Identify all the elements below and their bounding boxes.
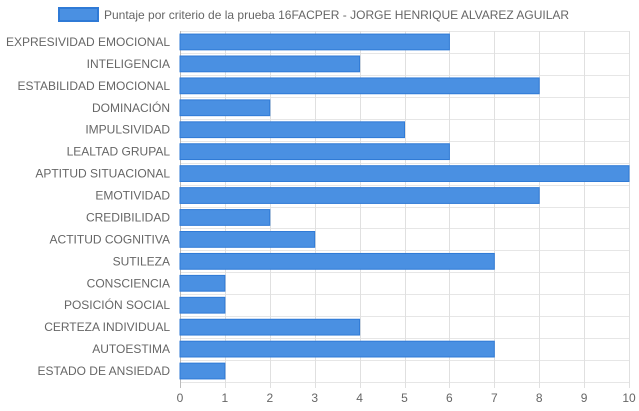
bar [179, 340, 495, 358]
x-tick-label: 5 [401, 391, 408, 405]
x-axis-labels: 0 1 2 3 4 5 6 7 8 9 10 [177, 391, 636, 405]
bar [179, 252, 495, 270]
y-tick-label: ACTITUD COGNITIVA [50, 232, 170, 246]
y-tick-label: DOMINACIÓN [92, 100, 170, 115]
y-tick-label: AUTOESTIMA [92, 342, 170, 356]
x-tick-label: 6 [446, 391, 453, 405]
y-tick-label: INTELIGENCIA [87, 57, 170, 71]
bar [179, 121, 405, 139]
y-tick-label: IMPULSIVIDAD [85, 123, 170, 137]
y-tick-label: POSICIÓN SOCIAL [64, 297, 170, 312]
y-tick-label: CERTEZA INDIVIDUAL [44, 320, 170, 334]
x-tick-label: 8 [536, 391, 543, 405]
bar [179, 187, 540, 204]
x-tick-label: 1 [222, 391, 229, 405]
x-tick-label: 9 [581, 391, 588, 405]
x-tick-label: 3 [311, 391, 318, 405]
y-tick-label: EXPRESIVIDAD EMOCIONAL [6, 35, 170, 49]
y-tick-label: ESTABILIDAD EMOCIONAL [18, 79, 171, 93]
y-axis-labels: EXPRESIVIDAD EMOCIONAL INTELIGENCIA ESTABI… [6, 35, 170, 378]
bars [179, 33, 630, 380]
bar [179, 296, 226, 314]
bar [179, 99, 271, 117]
y-tick-label: APTITUD SITUACIONAL [35, 167, 170, 181]
legend-label: Puntaje por criterio de la prueba 16FACP… [104, 8, 569, 22]
y-tick-label: ESTADO DE ANSIEDAD [38, 364, 171, 378]
bar [179, 77, 540, 95]
x-tick-label: 4 [356, 391, 363, 405]
bar [179, 318, 361, 336]
legend-swatch [58, 7, 99, 22]
x-tick-label: 7 [491, 391, 498, 405]
bar [179, 33, 450, 51]
y-tick-label: EMOTIVIDAD [95, 189, 170, 203]
bar [179, 274, 226, 292]
bar [179, 209, 271, 226]
y-tick-label: SUTILEZA [113, 254, 170, 268]
y-tick-label: LEALTAD GRUPAL [67, 145, 171, 159]
y-tick-label: CREDIBILIDAD [86, 210, 170, 224]
bar [179, 362, 226, 380]
bar [179, 55, 361, 73]
x-tick-label: 2 [266, 391, 273, 405]
bar [179, 231, 316, 248]
x-tick-label: 0 [177, 391, 184, 405]
legend[interactable]: Puntaje por criterio de la prueba 16FACP… [58, 7, 569, 22]
bar [179, 143, 450, 161]
y-tick-label: CONSCIENCIA [87, 276, 170, 290]
x-tick-label: 10 [622, 391, 636, 405]
bar [179, 165, 630, 182]
